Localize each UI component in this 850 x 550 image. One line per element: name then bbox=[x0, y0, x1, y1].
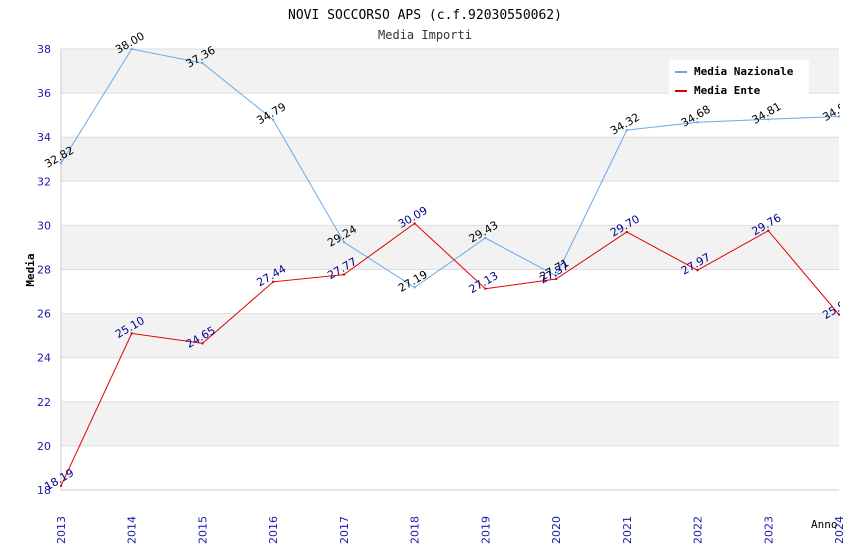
grid-band bbox=[61, 313, 839, 358]
data-label: 27.19 bbox=[396, 268, 430, 295]
x-tick-label: 2014 bbox=[126, 516, 139, 544]
data-label: 18.19 bbox=[42, 466, 76, 493]
x-tick-label: 2020 bbox=[550, 516, 563, 544]
x-tick-label: 2016 bbox=[267, 516, 280, 544]
data-point bbox=[201, 342, 204, 345]
data-point bbox=[342, 273, 346, 276]
x-tick-label: 2023 bbox=[762, 516, 775, 544]
series-line bbox=[60, 48, 840, 289]
grid-band bbox=[61, 401, 839, 446]
x-tick-labels: 2013 2014 2015 2016 2017 2018 2019 2020 2021 2022… bbox=[55, 516, 846, 544]
grid-band bbox=[61, 137, 839, 182]
y-tick-label: 30 bbox=[37, 219, 51, 232]
y-tick-label: 34 bbox=[37, 131, 51, 144]
legend-label-ente: Media Ente bbox=[694, 84, 761, 97]
series-lines bbox=[59, 47, 840, 488]
data-label: 34.94 bbox=[820, 97, 850, 124]
y-tick-labels: 18 20 22 24 26 28 30 32 34 36 38 bbox=[37, 43, 51, 497]
data-point bbox=[554, 277, 558, 281]
data-point bbox=[130, 332, 133, 335]
data-point bbox=[271, 280, 275, 284]
data-label: 34.68 bbox=[679, 103, 713, 130]
data-point bbox=[59, 162, 63, 165]
data-label: 34.79 bbox=[255, 100, 289, 127]
y-axis-label: Media bbox=[24, 253, 37, 286]
y-tick-label: 22 bbox=[37, 396, 51, 409]
data-point bbox=[767, 229, 770, 232]
data-point bbox=[271, 118, 275, 121]
x-tick-label: 2024 bbox=[833, 516, 846, 544]
data-point bbox=[484, 236, 487, 240]
series-line bbox=[60, 222, 840, 487]
data-point bbox=[625, 128, 629, 132]
y-tick-label: 32 bbox=[37, 175, 51, 188]
data-point bbox=[837, 313, 840, 316]
x-axis-label: Anno bbox=[811, 518, 838, 531]
x-tick-label: 2021 bbox=[621, 516, 634, 544]
data-label: 34.81 bbox=[750, 100, 784, 127]
data-point bbox=[201, 61, 204, 65]
data-point bbox=[696, 121, 699, 124]
data-point bbox=[413, 222, 416, 225]
grid-bands bbox=[61, 49, 839, 446]
y-tick-label: 24 bbox=[37, 352, 51, 365]
data-point bbox=[554, 274, 558, 278]
y-tick-label: 26 bbox=[37, 308, 51, 321]
data-point bbox=[130, 47, 133, 51]
axes bbox=[60, 49, 839, 491]
x-tick-label: 2013 bbox=[55, 516, 68, 544]
data-point bbox=[413, 286, 416, 289]
y-tick-label: 38 bbox=[37, 43, 51, 56]
data-point bbox=[696, 268, 699, 272]
x-tick-label: 2018 bbox=[409, 516, 422, 544]
data-point bbox=[59, 484, 63, 488]
data-point bbox=[625, 230, 629, 234]
data-point bbox=[484, 287, 487, 290]
legend: Media Nazionale Media Ente bbox=[669, 60, 809, 97]
x-tick-label: 2017 bbox=[338, 516, 351, 544]
legend-box bbox=[669, 60, 809, 95]
data-label: 27.13 bbox=[467, 269, 501, 296]
x-tick-label: 2019 bbox=[479, 516, 492, 544]
data-point bbox=[342, 240, 346, 244]
x-tick-label: 2015 bbox=[196, 516, 209, 544]
y-tick-label: 18 bbox=[37, 484, 51, 497]
chart-title: NOVI SOCCORSO APS (c.f.92030550062) bbox=[288, 8, 562, 23]
chart-subtitle: Media Importi bbox=[378, 28, 472, 42]
y-tick-label: 36 bbox=[37, 87, 51, 100]
x-tick-label: 2022 bbox=[692, 516, 705, 544]
data-point bbox=[837, 115, 840, 118]
y-tick-label: 28 bbox=[37, 264, 51, 277]
y-tick-label: 20 bbox=[37, 440, 51, 453]
legend-label-nazionale: Media Nazionale bbox=[694, 65, 794, 78]
data-point bbox=[767, 118, 770, 121]
